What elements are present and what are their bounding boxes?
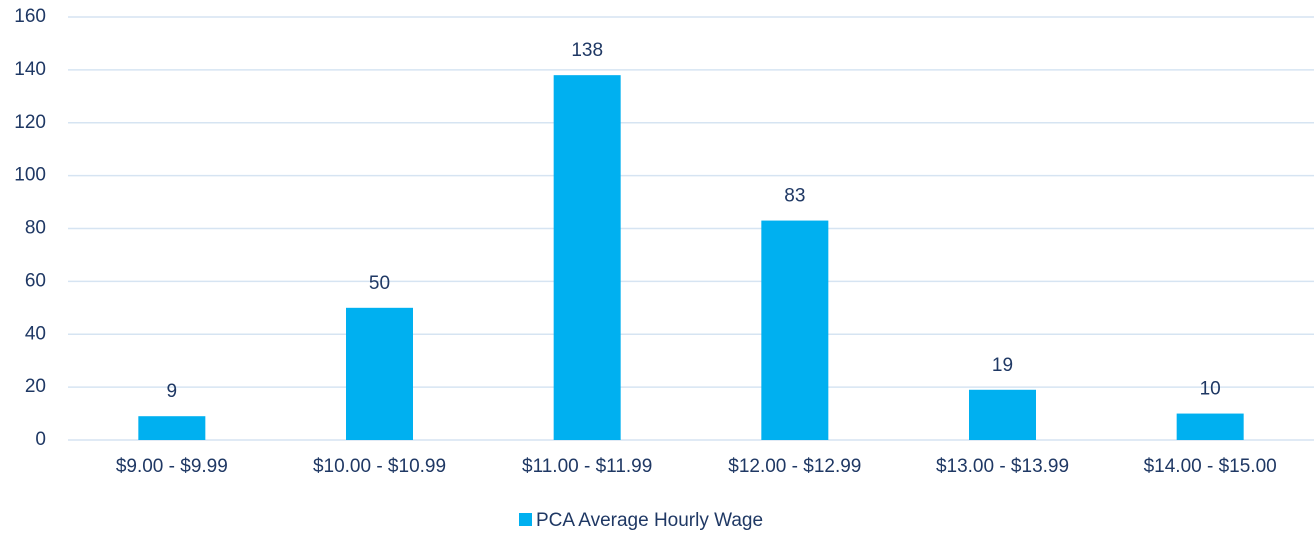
- data-label: 19: [992, 355, 1013, 376]
- legend-label: PCA Average Hourly Wage: [536, 510, 763, 531]
- y-tick-label: 80: [25, 218, 46, 239]
- bar: [1176, 413, 1244, 440]
- bar: [138, 416, 206, 440]
- y-tick-label: 0: [35, 429, 46, 450]
- y-tick-label: 20: [25, 376, 46, 397]
- y-tick-label: 120: [14, 112, 46, 133]
- data-label: 138: [571, 40, 603, 61]
- data-label: 9: [167, 381, 178, 402]
- x-tick-label: $9.00 - $9.99: [116, 456, 228, 477]
- y-tick-label: 100: [14, 165, 46, 186]
- bar: [346, 307, 413, 440]
- y-tick-label: 160: [14, 6, 46, 27]
- data-label: 83: [784, 186, 805, 207]
- bar: [553, 75, 621, 440]
- data-label: 50: [369, 273, 390, 294]
- x-tick-label: $14.00 - $15.00: [1144, 456, 1277, 477]
- y-tick-label: 140: [14, 59, 46, 80]
- data-label: 10: [1200, 379, 1221, 400]
- y-tick-label: 40: [25, 323, 46, 344]
- y-tick-label: 60: [25, 270, 46, 291]
- x-tick-label: $11.00 - $11.99: [522, 456, 652, 477]
- bar: [761, 220, 829, 440]
- x-tick-label: $12.00 - $12.99: [728, 456, 861, 477]
- x-tick-label: $10.00 - $10.99: [313, 456, 446, 477]
- legend-swatch: [519, 513, 532, 526]
- bar: [969, 389, 1036, 440]
- x-tick-label: $13.00 - $13.99: [936, 456, 1069, 477]
